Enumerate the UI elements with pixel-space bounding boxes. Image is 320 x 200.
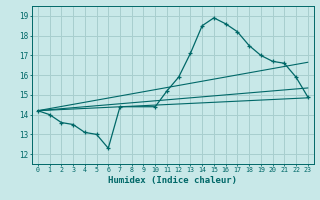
X-axis label: Humidex (Indice chaleur): Humidex (Indice chaleur) (108, 176, 237, 185)
